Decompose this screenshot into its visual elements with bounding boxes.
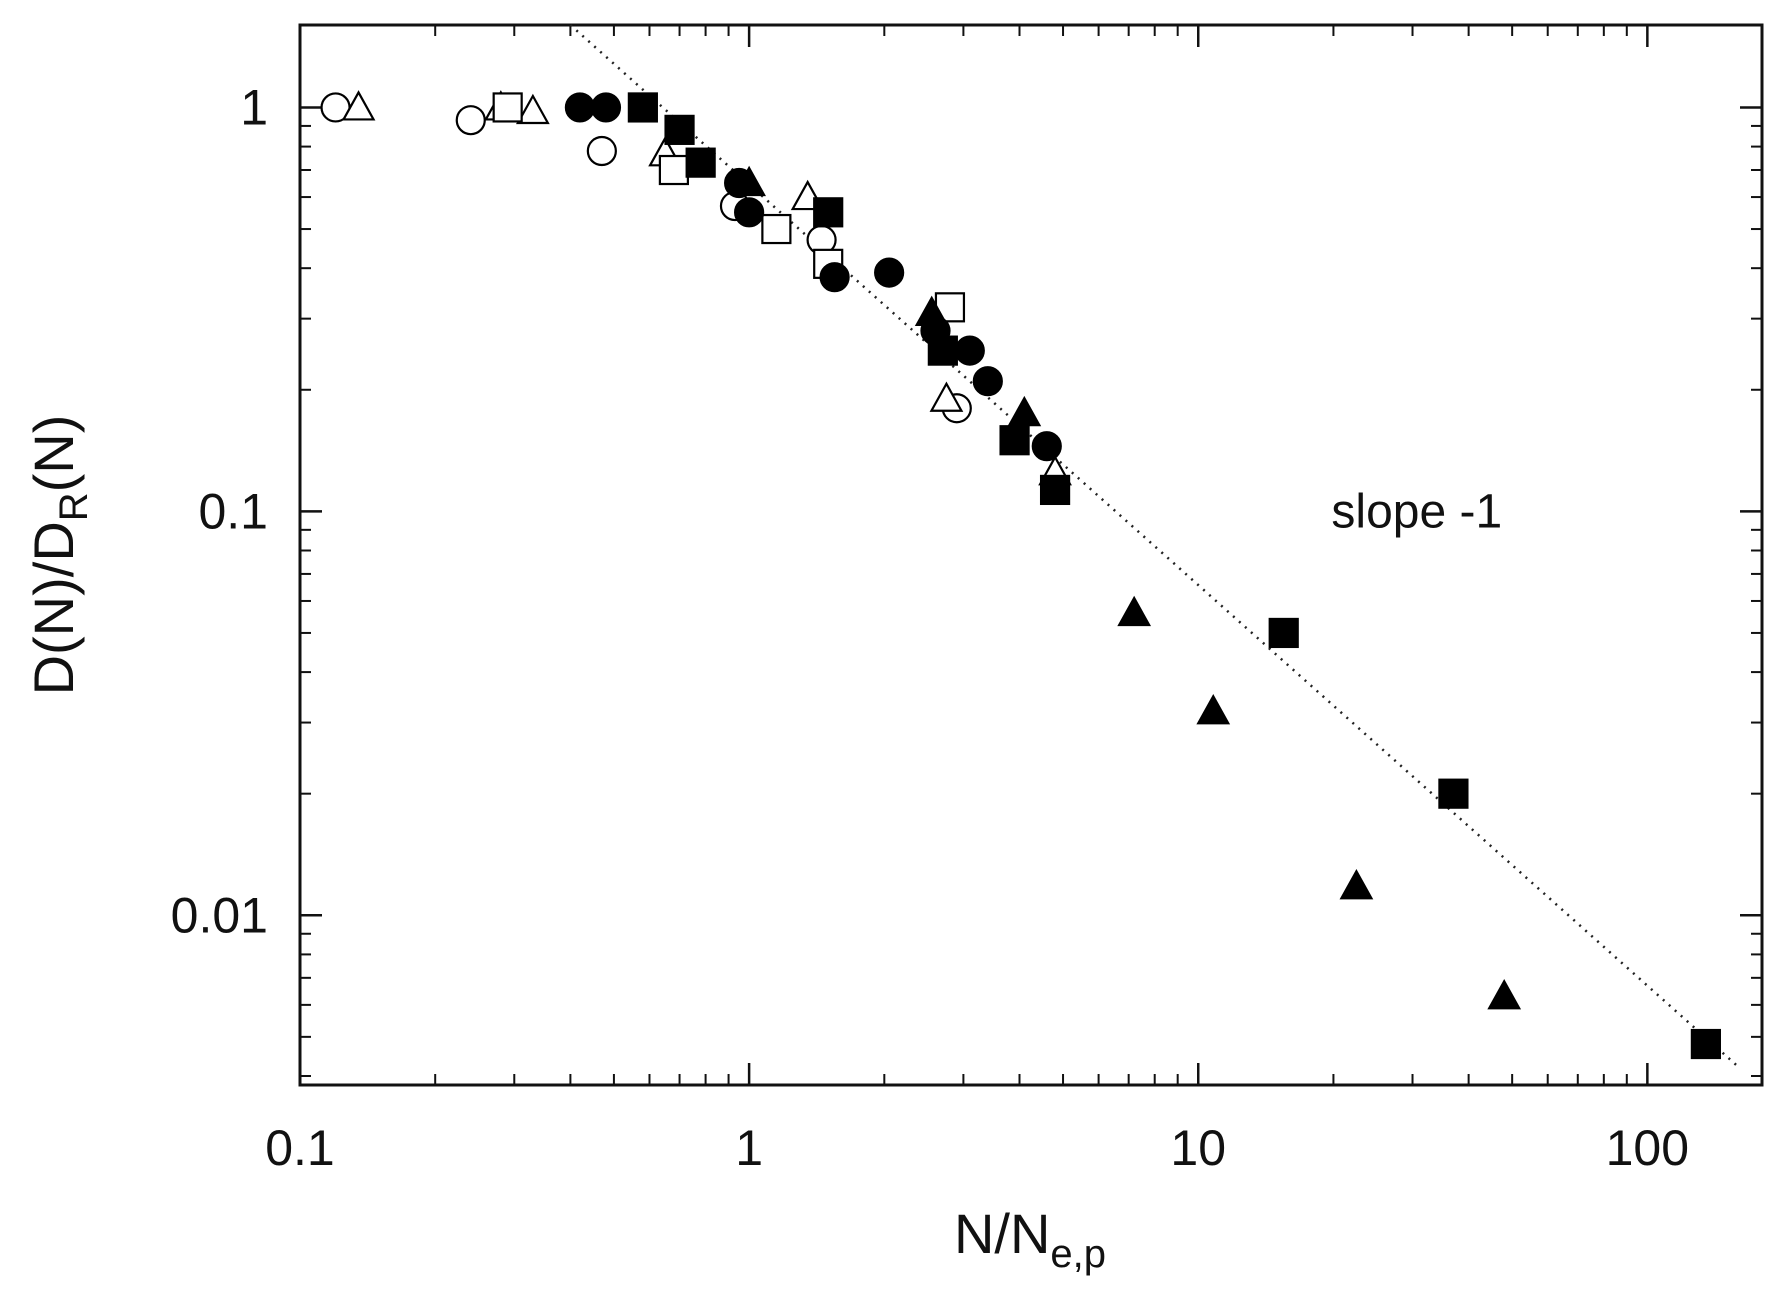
point-square-filled [685, 147, 716, 178]
data-points [320, 90, 1721, 1060]
point-circle-filled [734, 197, 765, 228]
y-axis-title-end: (N) [22, 415, 85, 493]
point-square-filled [1438, 778, 1469, 809]
point-triangle-open [516, 93, 550, 125]
point-triangle-filled [732, 165, 766, 197]
y-tick-label: 1 [240, 79, 268, 135]
y-axis-title-sub: R [52, 492, 96, 521]
point-circle-filled [874, 257, 905, 288]
point-circle-filled [819, 262, 850, 293]
x-axis-title-sub: e,p [1050, 1232, 1106, 1276]
point-triangle-filled [1117, 595, 1152, 627]
point-triangle-filled [914, 295, 949, 326]
point-circle-filled [590, 92, 622, 123]
x-tick-label: 10 [1170, 1120, 1226, 1176]
point-square-filled [664, 114, 695, 145]
point-circle-filled [972, 366, 1003, 397]
x-axis-title: N/Ne,p [954, 1202, 1106, 1276]
point-square-filled [1039, 474, 1071, 506]
point-circle-filled [564, 92, 596, 123]
x-tick-label: 0.1 [265, 1120, 335, 1176]
point-square-filled [1690, 1028, 1721, 1060]
point-square-filled [627, 92, 658, 123]
y-axis-title: D(N)/DR(N) [22, 415, 96, 696]
point-square-filled [813, 197, 844, 228]
minor-ticks [300, 25, 1762, 1085]
point-circle-filled [954, 335, 985, 366]
slope-annotation: slope -1 [1331, 485, 1502, 538]
x-axis-title-main: N/N [954, 1202, 1050, 1265]
slope-reference-line [569, 24, 1740, 1069]
point-square-filled [1268, 617, 1299, 649]
point-circle-open [455, 105, 486, 136]
point-triangle-filled [1339, 868, 1374, 900]
y-axis-title-main: D(N)/D [22, 521, 85, 695]
point-triangle-filled [1487, 979, 1522, 1010]
point-triangle-open [341, 90, 376, 121]
x-tick-label: 1 [735, 1120, 763, 1176]
major-ticks [298, 25, 1762, 1085]
y-tick-label: 0.01 [171, 887, 268, 943]
point-square-open [761, 213, 792, 245]
y-tick-label: 0.1 [198, 483, 268, 539]
point-triangle-filled [1196, 693, 1231, 725]
tick-labels: 0.1 1 10 100 0.01 0.1 1 [171, 79, 1689, 1176]
point-square-filled [999, 425, 1030, 456]
point-triangle-open [929, 381, 964, 412]
point-square-open [492, 92, 523, 123]
x-tick-label: 100 [1606, 1120, 1689, 1176]
point-square-open [658, 154, 689, 186]
point-circle-filled [1031, 431, 1062, 462]
point-triangle-filled [1007, 395, 1042, 427]
plot-frame [298, 23, 1764, 1087]
point-circle-open [586, 135, 617, 167]
point-square-filled [927, 335, 958, 366]
